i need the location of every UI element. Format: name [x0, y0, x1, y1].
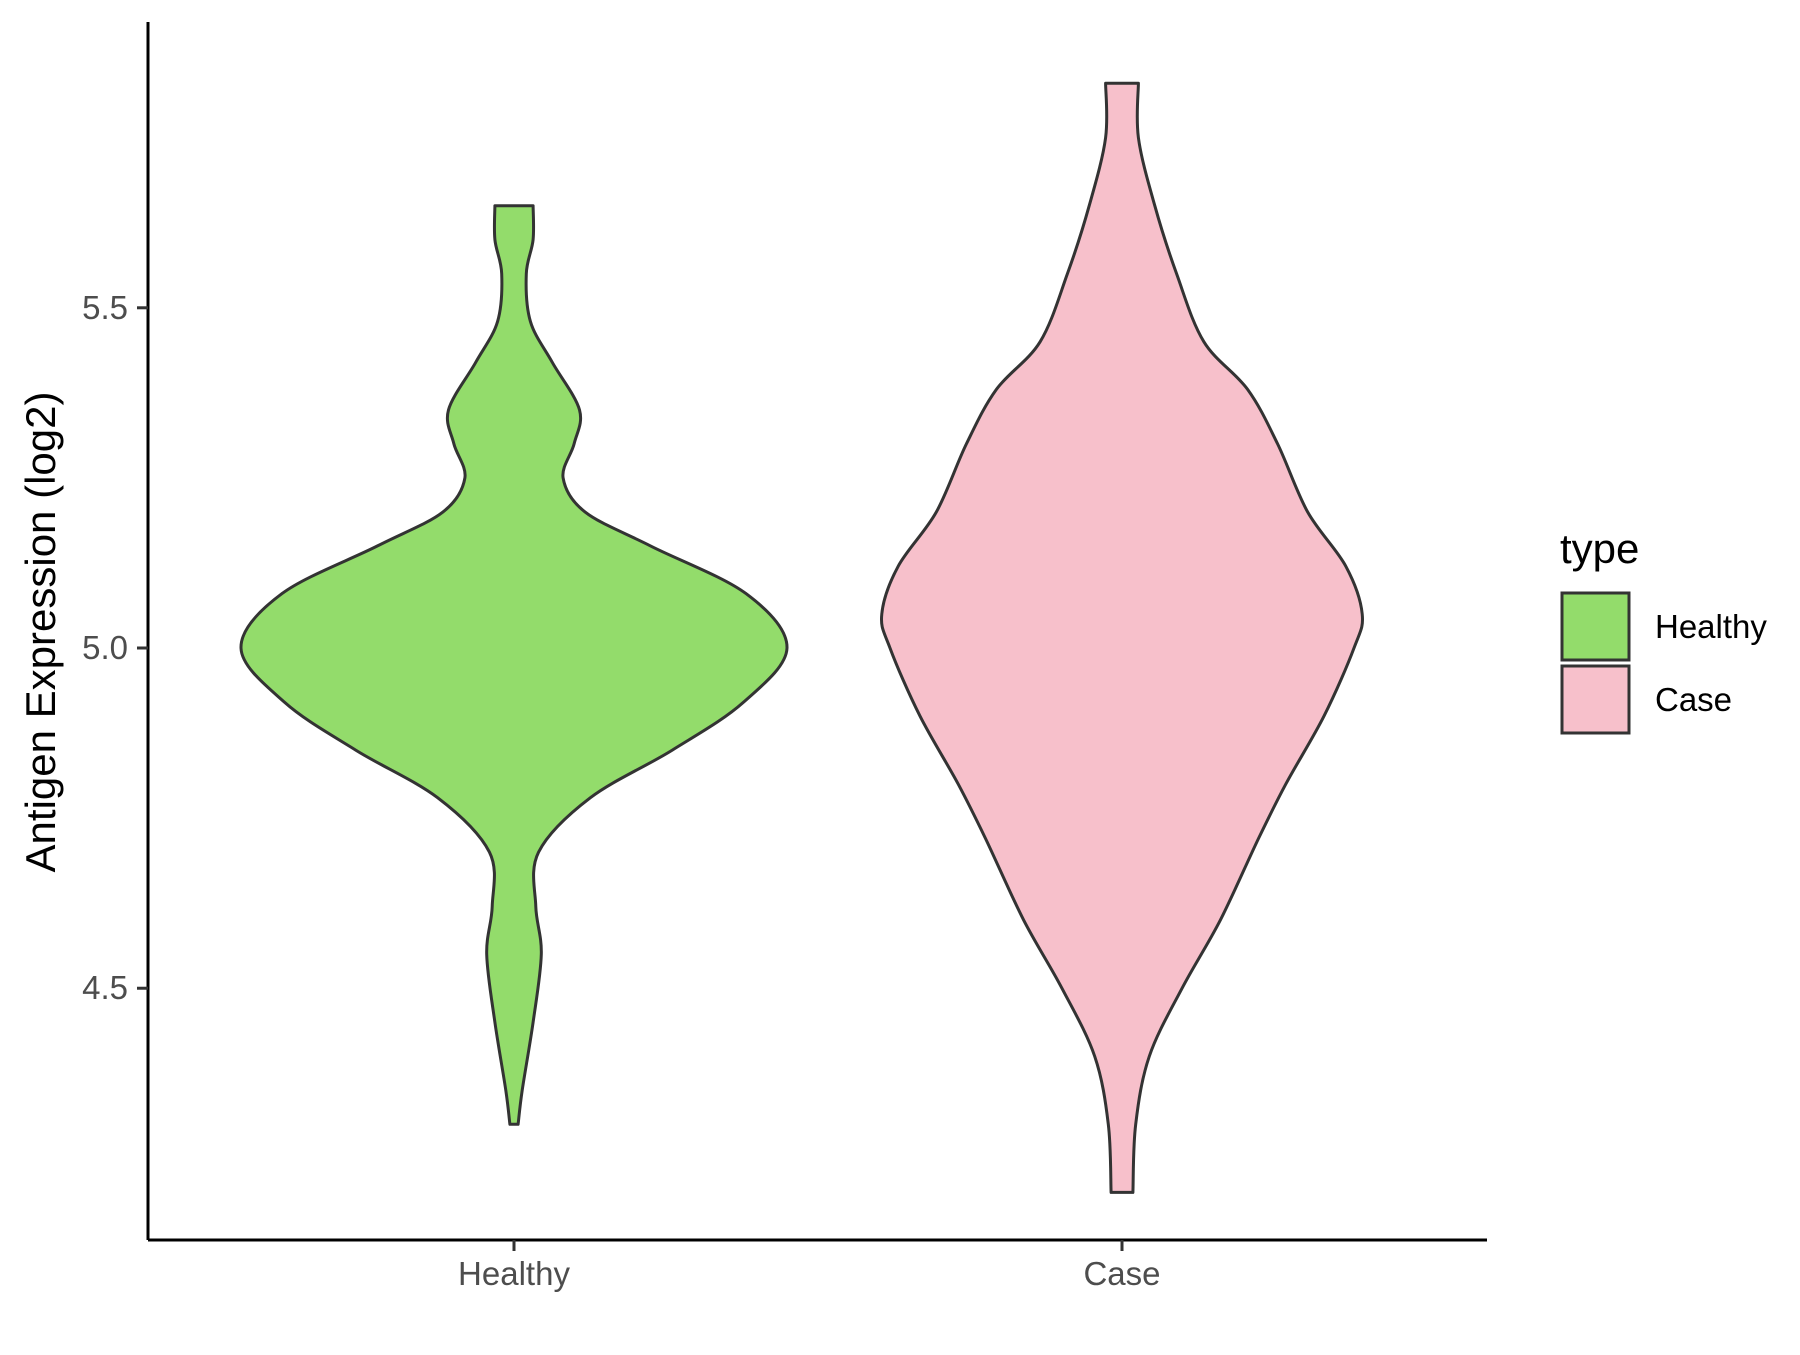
- y-tick-label: 4.5: [82, 969, 128, 1006]
- legend-items: Healthy Case: [1560, 591, 1767, 735]
- y-axis-title: Antigen Expression (log2): [17, 392, 64, 873]
- y-axis-ticks: 4.5 5.0 5.5: [82, 289, 148, 1006]
- x-axis-ticks: Healthy Case: [458, 1240, 1161, 1292]
- y-tick-label: 5.0: [82, 629, 128, 666]
- x-tick-label: Healthy: [458, 1255, 570, 1292]
- legend-label-healthy: Healthy: [1655, 608, 1767, 645]
- violin-layer: [239, 81, 1365, 1194]
- legend-key-case: [1560, 664, 1631, 735]
- legend: type Healthy Case: [1560, 525, 1767, 735]
- violin-case: [879, 81, 1365, 1194]
- legend-label-case: Case: [1655, 681, 1732, 718]
- y-tick-label: 5.5: [82, 289, 128, 326]
- legend-key-healthy: [1560, 591, 1631, 662]
- violin-healthy: [239, 204, 789, 1126]
- x-tick-label: Case: [1083, 1255, 1160, 1292]
- legend-title: type: [1560, 525, 1639, 572]
